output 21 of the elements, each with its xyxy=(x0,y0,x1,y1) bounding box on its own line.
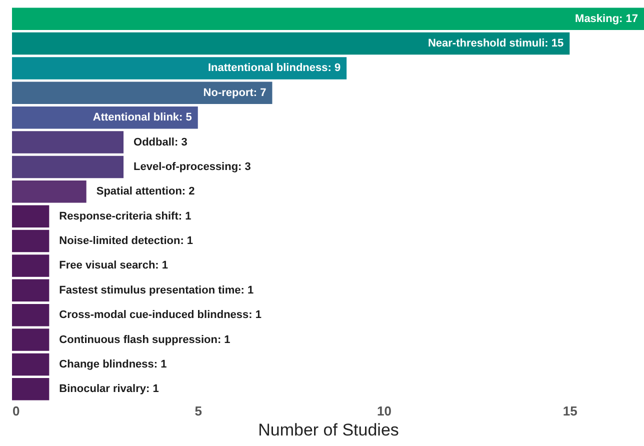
data-label: Continuous flash suppression: 1 xyxy=(59,334,230,346)
data-label: Oddball: 3 xyxy=(134,136,188,148)
data-label: Cross-modal cue-induced blindness: 1 xyxy=(59,309,262,322)
x-tick-label: 10 xyxy=(377,404,392,418)
data-label: No-report: 7 xyxy=(203,86,266,99)
x-axis-title: Number of Studies xyxy=(258,420,399,440)
x-tick-label: 5 xyxy=(194,404,202,418)
x-tick-label: 0 xyxy=(12,404,20,418)
data-label: Near-threshold stimuli: 15 xyxy=(428,38,564,50)
data-label: Free visual search: 1 xyxy=(59,260,168,272)
data-label: Noise-limited detection: 1 xyxy=(59,235,194,248)
data-label: Spatial attention: 2 xyxy=(96,186,195,198)
data-label: Inattentional blindness: 9 xyxy=(208,62,341,74)
data-label: Change blindness: 1 xyxy=(59,358,167,370)
data-label: Binocular rivalry: 1 xyxy=(59,383,159,396)
x-tick-label: 15 xyxy=(562,404,578,418)
data-label: Fastest stimulus presentation time: 1 xyxy=(59,284,254,296)
data-label: Attentional blink: 5 xyxy=(92,112,192,124)
data-label: Response-criteria shift: 1 xyxy=(59,210,192,222)
data-label: Masking: 17 xyxy=(575,12,638,25)
data-label: Level-of-processing: 3 xyxy=(134,160,251,173)
